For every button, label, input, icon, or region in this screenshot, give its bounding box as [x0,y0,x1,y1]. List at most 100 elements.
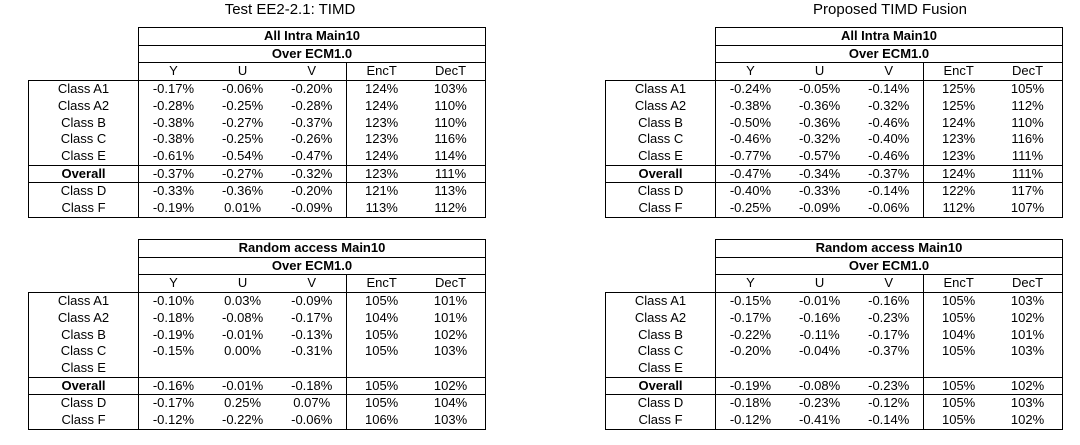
cell: 111% [993,147,1064,166]
cell: 0.01% [207,200,278,218]
cell: -0.22% [207,412,278,430]
cell: 105% [346,292,417,310]
column-header: Y [137,62,208,81]
cell: -0.18% [277,376,347,396]
cell: -0.14% [854,80,924,98]
row-label: Class F [28,412,139,430]
cell: -0.17% [868,326,910,342]
cell [346,359,417,378]
cell: 112% [993,97,1064,115]
cell: -0.61% [152,147,195,163]
results-table: Random access Main10 Over ECM1.0 Y U V EncT De… [605,239,1064,430]
cell: -0.16% [798,309,841,325]
cell: -0.54% [221,147,264,163]
row-label: Class B [605,326,716,344]
cell: 102% [993,309,1064,327]
column-header: V [884,275,894,291]
cell: 111% [993,164,1064,184]
row-label: Class E [28,147,139,166]
cell: -0.36% [798,114,841,130]
cell [993,359,1064,378]
row-label: Class B [28,326,139,344]
cell: -0.28% [152,97,195,113]
blank-cell [606,45,716,63]
cell: 103% [993,343,1064,360]
cell: -0.17% [152,395,195,411]
cell: -0.04% [798,343,841,359]
column-header: Y [137,274,208,293]
cell: -0.37% [138,164,208,184]
cell: -0.38% [152,131,195,147]
cell: -0.18% [152,309,195,325]
cell: 124% [346,147,417,166]
cell: 113% [346,200,417,218]
cell: -0.15% [152,343,195,359]
cell: -0.46% [868,147,910,163]
table-subtitle: Over ECM1.0 [138,44,486,64]
column-header: EncT [346,274,417,293]
column-header: DecT [993,62,1064,81]
column-header: DecT [416,62,487,81]
cell: 104% [416,394,487,413]
row-label: Class D [605,182,716,201]
cell: -0.18% [729,395,772,411]
cell: 122% [923,182,994,201]
cell: 105% [923,343,994,360]
cell: 105% [346,376,417,396]
cell: 112% [416,200,487,218]
row-label: Class D [28,182,139,201]
cell: 0.00% [224,343,262,359]
cell: 103% [416,412,487,430]
cell: -0.17% [729,309,772,325]
results-table: Random access Main10 Over ECM1.0 Y U V EncT De… [28,239,487,430]
cell: 124% [346,97,417,115]
cell: -0.24% [715,80,785,98]
row-label: Class A2 [605,309,716,327]
cell: -0.12% [715,412,785,430]
blank-cell [29,275,139,293]
cell: -0.27% [207,164,278,184]
row-label: Class A1 [605,80,716,98]
column-header: DecT [993,274,1064,293]
row-label: Overall [605,164,716,184]
cell: -0.37% [291,114,333,130]
cell: 121% [346,182,417,201]
cell: -0.31% [291,343,333,359]
results-table: All Intra Main10 Over ECM1.0 Y U V EncT DecT Cl… [28,27,487,218]
cell: 110% [416,97,487,115]
cell: 123% [923,147,994,166]
cell: -0.25% [221,131,264,147]
row-label: Class A1 [605,292,716,310]
cell: 101% [416,292,487,310]
cell: -0.12% [138,412,208,430]
cell: 110% [993,114,1064,132]
cell: 102% [416,326,487,344]
cell: -0.33% [152,183,195,199]
row-label: Class E [605,147,716,166]
cell: -0.06% [854,200,924,218]
cell: 103% [993,394,1064,413]
column-header: DecT [416,274,487,293]
cell: 123% [346,131,417,148]
cell: -0.38% [729,97,772,113]
cell: 105% [993,80,1064,98]
cell: 124% [923,164,994,184]
cell: -0.32% [277,164,347,184]
column-header: U [814,63,825,79]
row-label: Class A1 [28,80,139,98]
cell: 105% [923,394,994,413]
cell: -0.06% [277,412,347,430]
cell [716,360,785,377]
panel-title: Proposed TIMD Fusion [813,1,967,18]
cell: 102% [993,376,1064,396]
cell: -0.08% [221,309,264,325]
cell: -0.19% [152,326,195,342]
cell: 104% [923,326,994,344]
cell: -0.25% [715,200,785,218]
cell: -0.19% [138,200,208,218]
row-label: Class C [28,343,139,360]
cell: -0.36% [798,97,841,113]
cell: -0.13% [291,326,333,342]
column-header: U [237,275,248,291]
